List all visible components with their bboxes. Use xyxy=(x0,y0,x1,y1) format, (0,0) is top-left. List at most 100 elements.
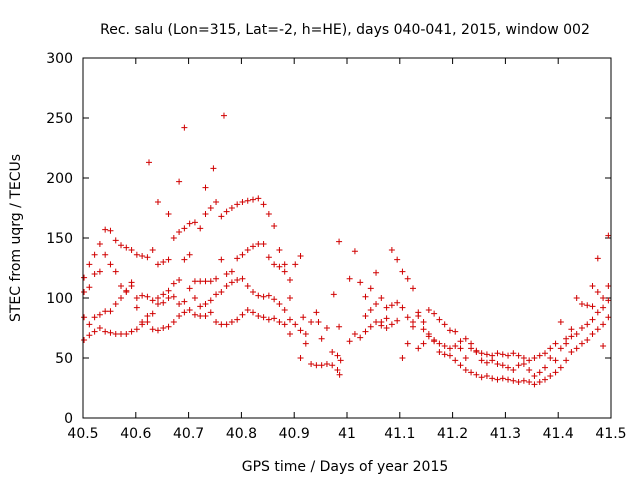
data-point xyxy=(202,313,209,319)
data-point xyxy=(281,321,288,328)
x-axis-ticks: 40.5 40.6 40.7 40.8 40.9 41 41.1 41.2 41.3 41.4 41… xyxy=(67,58,627,442)
data-point xyxy=(489,375,496,382)
data-point xyxy=(91,314,98,321)
data-point xyxy=(281,268,288,275)
data-point xyxy=(86,261,93,268)
data-point xyxy=(102,251,109,258)
data-point xyxy=(563,340,570,347)
data-point xyxy=(373,301,380,307)
data-point xyxy=(218,213,225,220)
data-point xyxy=(542,364,548,371)
data-point xyxy=(234,255,241,262)
data-point xyxy=(323,361,330,367)
data-point xyxy=(239,275,246,282)
data-point xyxy=(107,308,114,315)
data-point xyxy=(154,261,161,268)
data-point xyxy=(186,251,193,258)
data-point xyxy=(276,247,283,253)
data-point xyxy=(154,199,161,205)
data-point xyxy=(149,247,156,253)
data-point xyxy=(415,313,422,319)
y-tick-label: 100 xyxy=(46,291,73,307)
data-point xyxy=(170,280,177,287)
data-point xyxy=(568,326,575,333)
data-point xyxy=(457,362,464,369)
x-axis-label: GPS time / Days of year 2015 xyxy=(242,459,449,475)
data-point xyxy=(239,251,246,258)
data-point xyxy=(468,369,475,376)
data-point xyxy=(557,345,564,352)
data-point xyxy=(213,291,220,298)
data-point xyxy=(255,195,262,202)
data-point xyxy=(489,352,496,359)
data-point xyxy=(605,314,612,321)
data-point xyxy=(186,307,193,313)
data-point xyxy=(139,253,146,259)
data-point xyxy=(600,321,607,328)
data-point xyxy=(478,350,485,357)
data-point xyxy=(223,271,230,277)
data-point xyxy=(218,321,225,328)
data-point xyxy=(589,283,596,289)
data-point xyxy=(594,309,601,316)
data-point xyxy=(367,323,374,330)
data-point xyxy=(297,355,304,361)
data-point xyxy=(357,279,364,286)
data-point xyxy=(123,331,130,337)
data-point xyxy=(160,291,167,298)
data-point xyxy=(589,331,596,337)
data-point xyxy=(207,278,214,285)
y-tick-label: 50 xyxy=(55,351,73,367)
data-point xyxy=(584,321,591,328)
data-point xyxy=(415,345,422,352)
y-axis-ticks: 0 50 100 150 200 250 300 xyxy=(46,51,611,427)
data-point xyxy=(234,201,241,208)
data-point xyxy=(526,367,533,373)
data-point xyxy=(139,321,146,328)
data-point xyxy=(228,319,235,325)
data-point xyxy=(197,278,204,285)
data-point xyxy=(505,352,512,359)
data-point xyxy=(286,331,293,337)
data-point xyxy=(250,196,257,203)
data-point xyxy=(531,355,538,361)
data-point xyxy=(276,263,283,270)
data-point xyxy=(600,304,607,311)
data-point xyxy=(589,303,596,310)
data-point xyxy=(96,241,103,247)
x-tick-label: 40.8 xyxy=(226,426,257,442)
data-point xyxy=(446,345,453,352)
data-point xyxy=(547,355,554,361)
data-point xyxy=(260,201,267,208)
data-point xyxy=(81,289,88,295)
data-point xyxy=(210,165,217,172)
data-points xyxy=(81,112,612,388)
data-point xyxy=(220,112,227,119)
data-point xyxy=(160,299,167,306)
data-point xyxy=(318,335,325,342)
data-point xyxy=(452,357,459,364)
data-point xyxy=(336,323,343,330)
data-point xyxy=(373,319,380,325)
x-tick-label: 40.6 xyxy=(120,426,151,442)
data-point xyxy=(457,338,464,345)
data-point xyxy=(176,178,183,185)
data-point xyxy=(362,293,369,300)
data-point xyxy=(300,314,307,321)
data-point xyxy=(323,325,330,331)
data-point xyxy=(186,220,193,227)
data-point xyxy=(223,208,230,215)
data-point xyxy=(399,355,406,361)
y-tick-label: 200 xyxy=(46,171,73,187)
data-point xyxy=(302,331,309,337)
data-point xyxy=(191,295,198,301)
data-point xyxy=(191,219,198,226)
data-point xyxy=(202,301,209,307)
data-point xyxy=(228,268,235,275)
data-point xyxy=(446,352,453,359)
data-point xyxy=(176,313,183,319)
data-point xyxy=(499,351,506,358)
data-point xyxy=(213,199,220,205)
data-point xyxy=(547,373,554,379)
data-point xyxy=(96,325,103,331)
